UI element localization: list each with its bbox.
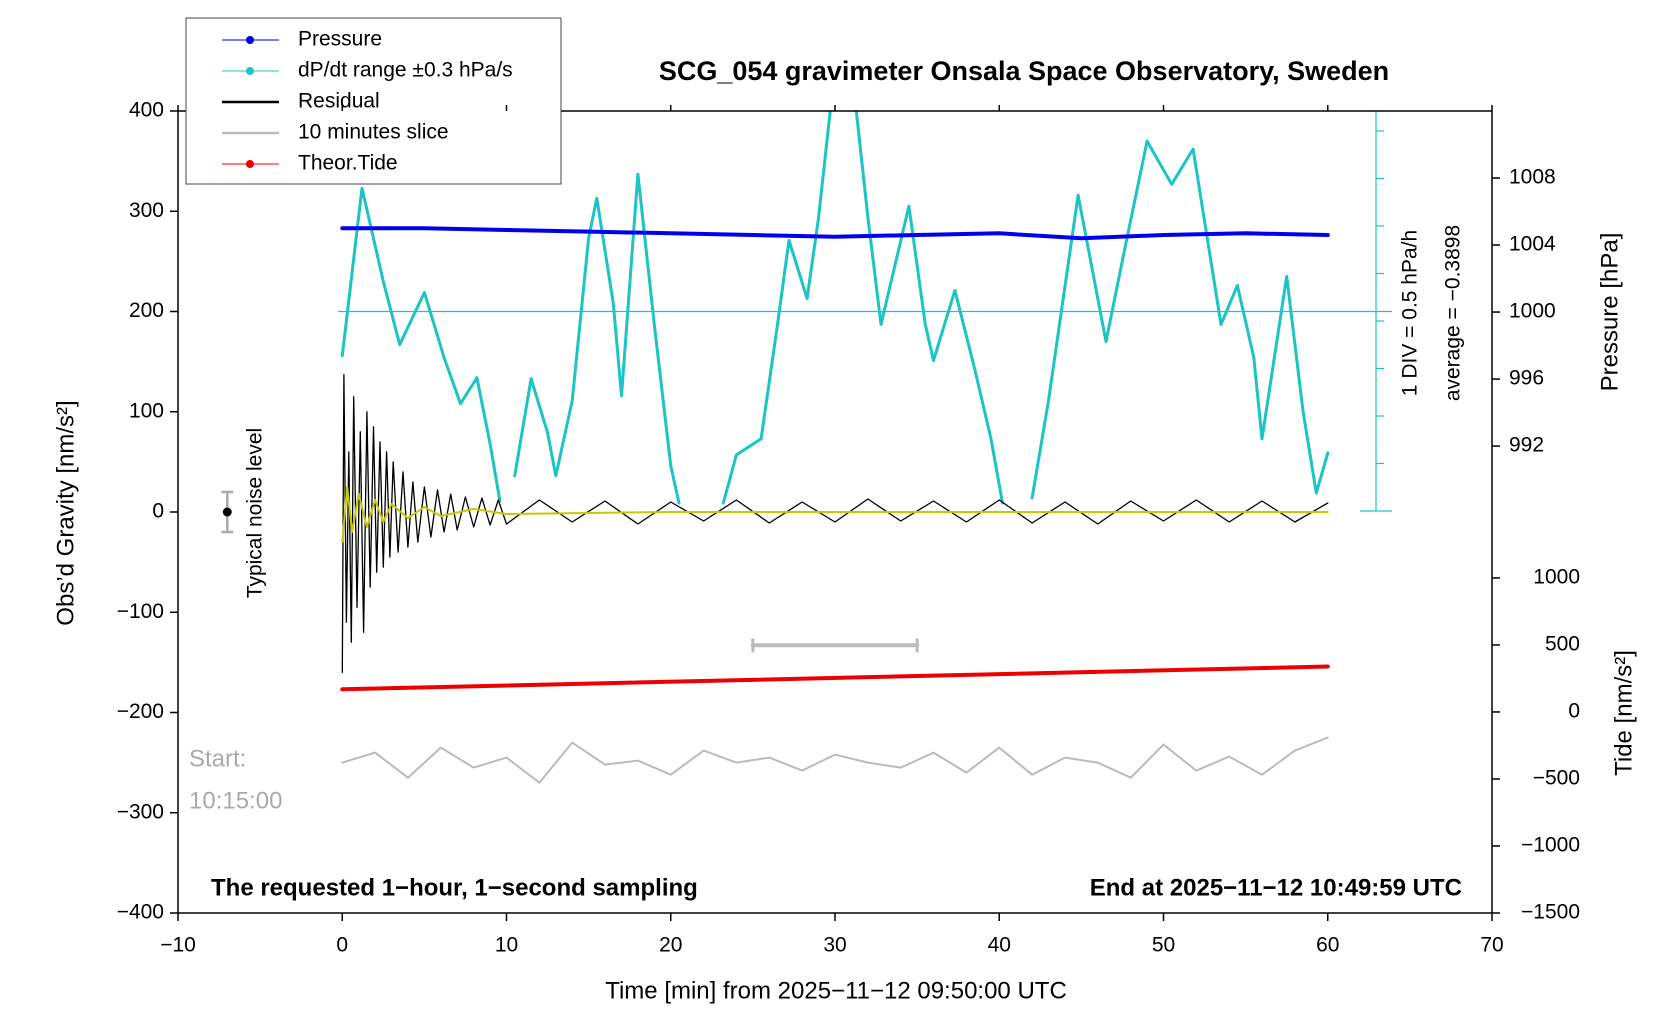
plot-area (221, 110, 1392, 784)
y-axis-label: Obs’d Gravity [nm/s²] (52, 400, 79, 625)
legend-label: Residual (298, 90, 380, 113)
x-tick-label: 20 (659, 934, 682, 957)
y2-tick-label: 1000 (1509, 300, 1556, 323)
tide-axis-label: Tide [nm/s²] (1610, 650, 1637, 776)
legend-marker (246, 160, 254, 168)
y3-tick-label: −1000 (1521, 834, 1580, 857)
legend-label: Pressure (298, 28, 382, 51)
x-tick-label: −10 (160, 934, 196, 957)
y3-tick-label: −500 (1533, 767, 1580, 790)
y-tick-label: −300 (117, 800, 164, 823)
y-tick-label: −100 (117, 600, 164, 623)
x-tick-label: 40 (988, 934, 1011, 957)
y-tick-label: 400 (129, 99, 164, 122)
series-line (340, 226, 1330, 241)
y3-tick-label: 1000 (1533, 565, 1580, 588)
annotation: 10:15:00 (189, 787, 282, 814)
noise-point (222, 507, 232, 517)
legend: Pressure dP/dt range ±0.3 hPa/s Residual 10… (185, 17, 562, 185)
x-tick-label: 70 (1480, 934, 1503, 957)
x-tick-label: 10 (495, 934, 518, 957)
x-tick-label: 0 (336, 934, 348, 957)
series-line (340, 110, 1330, 505)
x-tick-label: 50 (1152, 934, 1175, 957)
series-line (341, 485, 1329, 544)
y-tick-label: 0 (152, 500, 164, 523)
legend-label: Theor.Tide (298, 152, 398, 175)
y2-tick-label: 1008 (1509, 166, 1556, 189)
y-tick-label: 300 (129, 199, 164, 222)
annotation: The requested 1−hour, 1−second sampling (211, 874, 698, 901)
pressure-axis-label: Pressure [hPa] (1596, 233, 1623, 392)
legend-marker (246, 67, 254, 75)
chart-title: SCG_054 gravimeter Onsala Space Observat… (659, 56, 1389, 86)
series-line (341, 374, 1329, 674)
y3-tick-label: −1500 (1521, 901, 1580, 924)
annotation: Start: (189, 745, 246, 772)
y-tick-label: −200 (117, 700, 164, 723)
x-tick-label: 60 (1316, 934, 1339, 957)
y2-tick-label: 996 (1509, 367, 1544, 390)
y3-tick-label: 500 (1545, 632, 1580, 655)
annotation: average = −0.3898 (1442, 225, 1465, 401)
y-tick-label: −400 (117, 901, 164, 924)
y-tick-label: 200 (129, 299, 164, 322)
x-tick-label: 30 (823, 934, 846, 957)
y3-tick-label: 0 (1568, 700, 1580, 723)
legend-label: dP/dt range ±0.3 hPa/s (298, 59, 513, 82)
annotation: 1 DIV = 0.5 hPa/h (1399, 230, 1422, 396)
legend-marker (246, 36, 254, 44)
legend-label: 10 minutes slice (298, 121, 449, 144)
noise-label: Typical noise level (244, 428, 267, 598)
annotation: End at 2025−11−12 10:49:59 UTC (1090, 874, 1462, 901)
series-line (340, 664, 1330, 692)
y2-tick-label: 992 (1509, 434, 1544, 457)
x-axis-label: Time [min] from 2025−11−12 09:50:00 UTC (605, 977, 1067, 1004)
series-line (341, 736, 1329, 784)
y2-tick-label: 1004 (1509, 233, 1556, 256)
y-tick-label: 100 (129, 399, 164, 422)
